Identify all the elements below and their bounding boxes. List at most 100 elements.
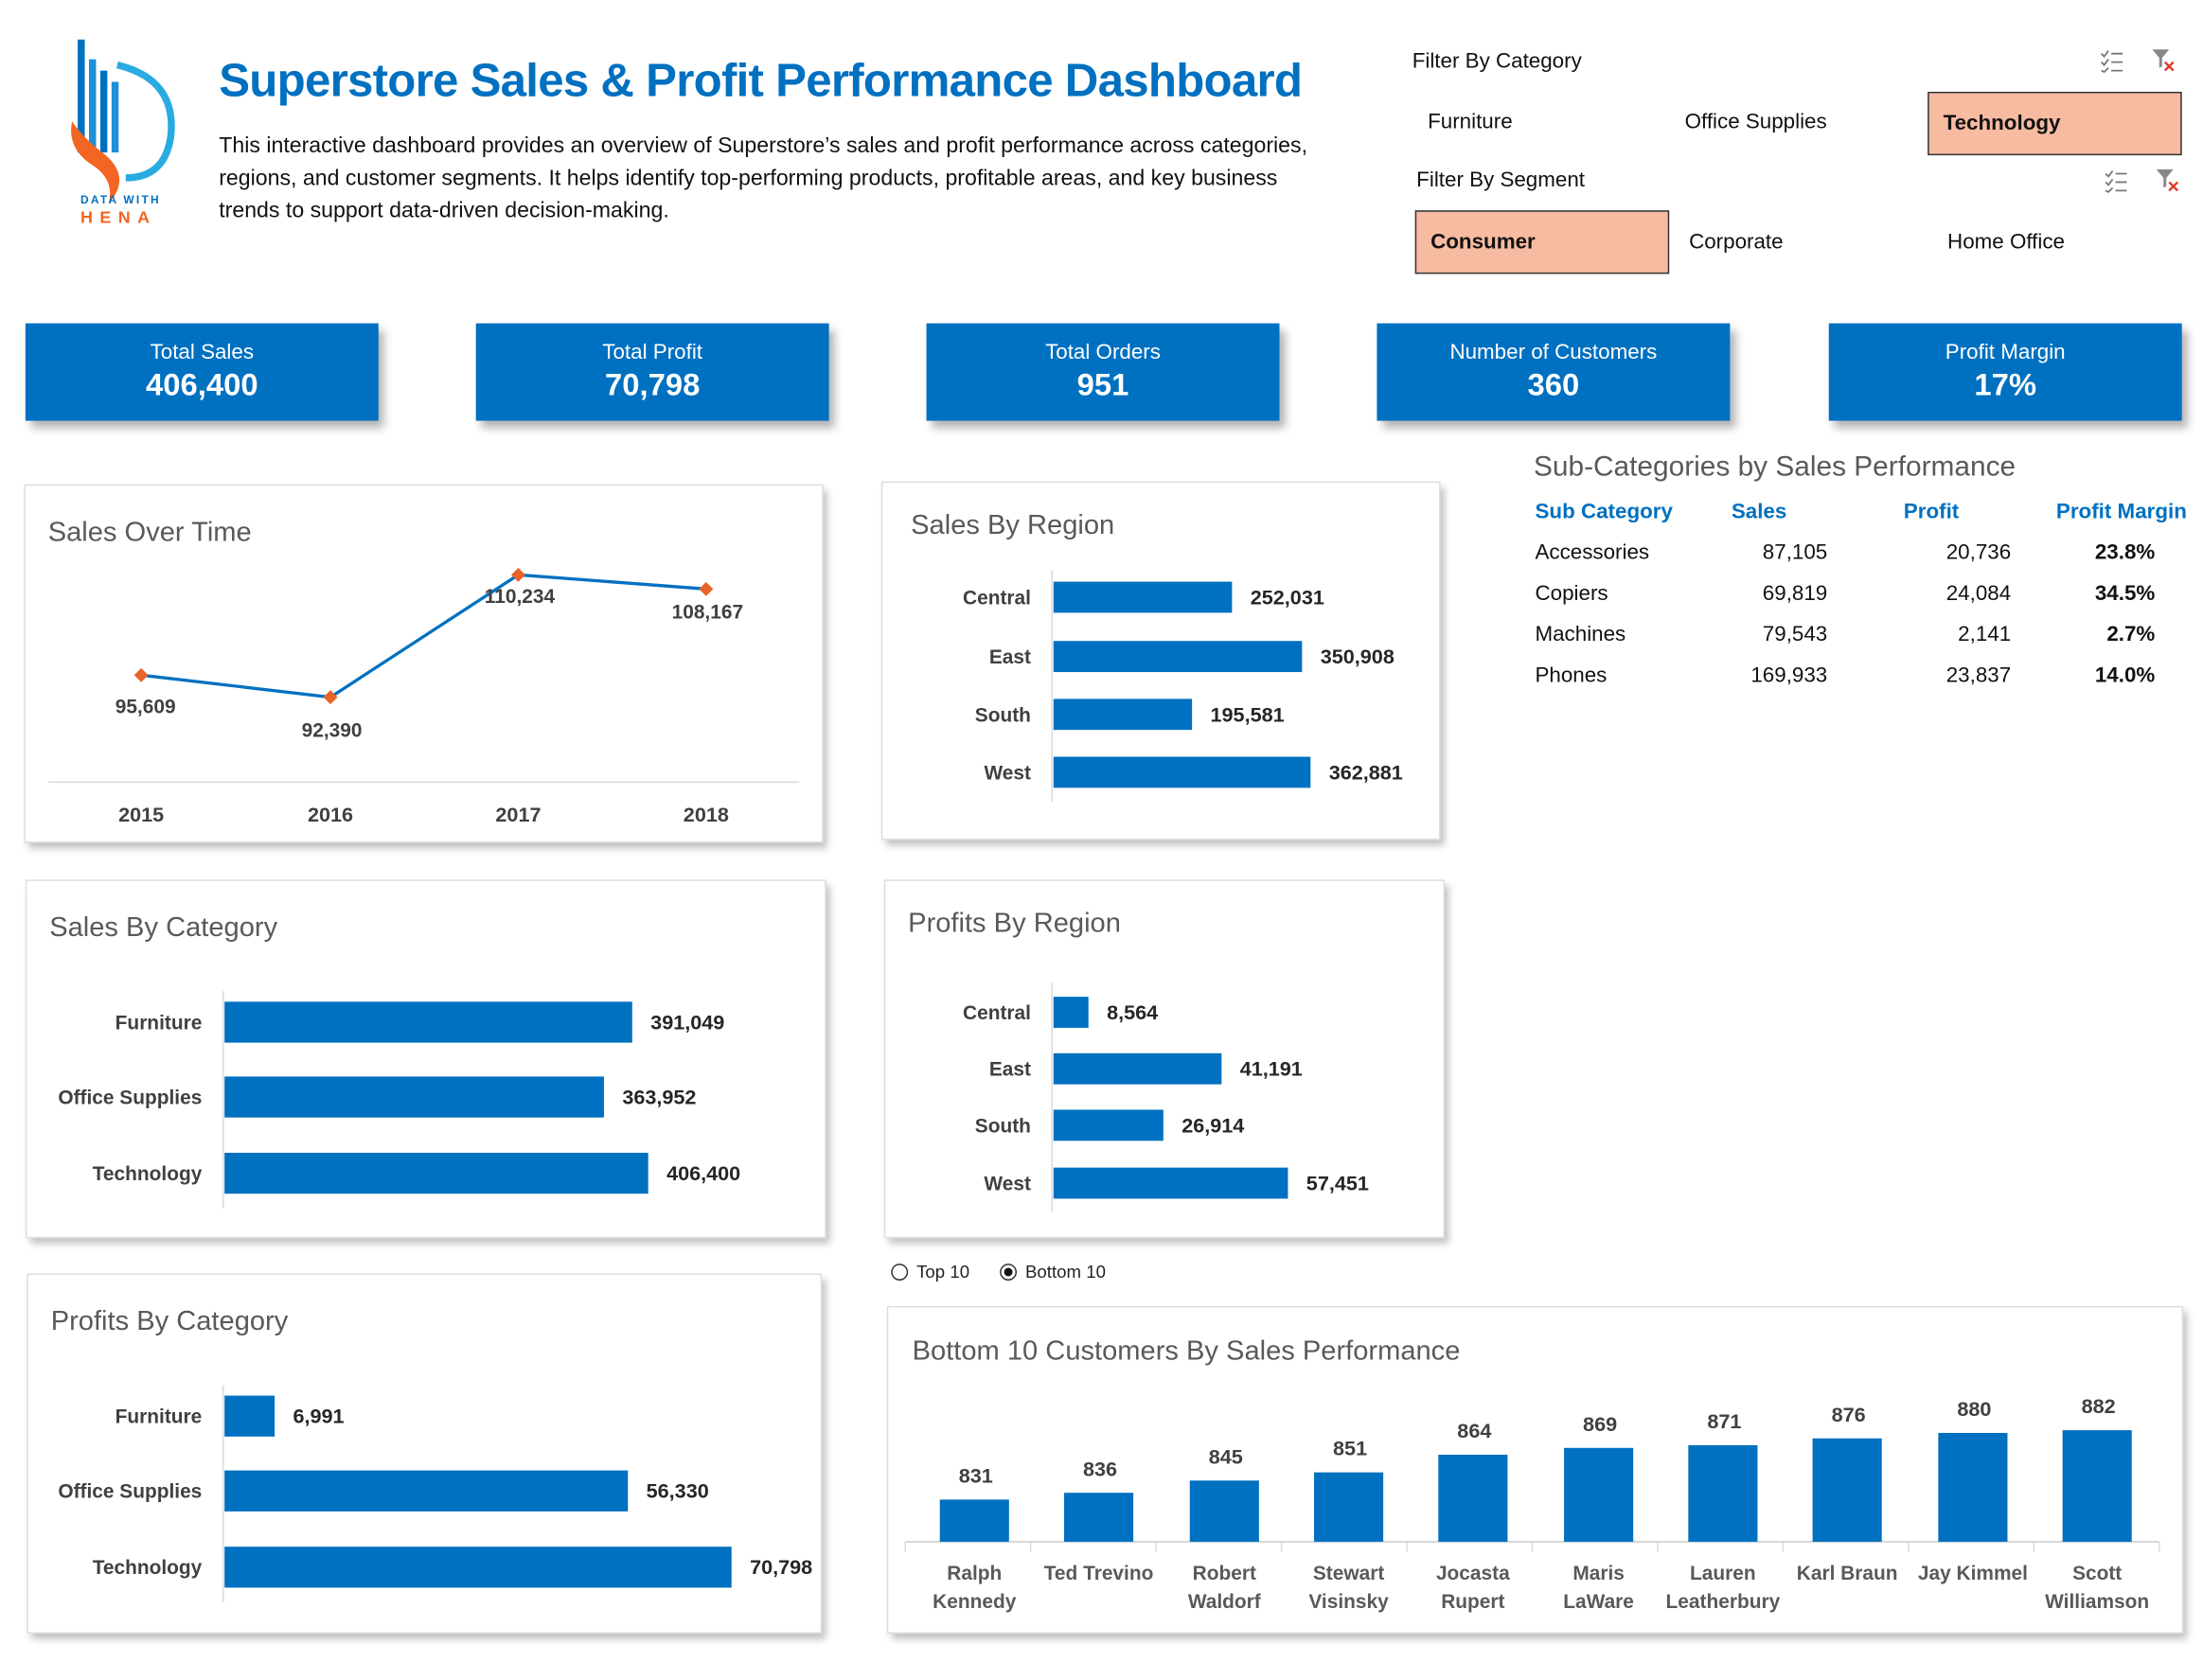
x-tick-label: Williamson [2045,1591,2149,1613]
bar [1053,997,1089,1028]
x-tick-label: Waldorf [1188,1591,1261,1613]
bar [1812,1438,1882,1542]
table-cell-profit: 20,736 [1945,540,2012,565]
data-label: 8,564 [1107,1000,1158,1024]
bar [1053,1109,1164,1141]
column-header-profit: Profit [1903,500,1960,524]
data-label: 350,908 [1321,645,1395,668]
x-tick-label: Maris [1572,1563,1625,1584]
svg-text:HENA: HENA [80,208,157,227]
filter-office-supplies[interactable]: Office Supplies [1684,110,1827,134]
x-tick-label: Leatherbury [1666,1591,1781,1613]
y-tick-label: Office Supplies [58,1481,202,1503]
sales-over-time-chart: 95,609 2015 92,390 2016 110,234 2017 108,167 20… [24,484,824,843]
kpi-total-orders: Total Orders 951 [926,323,1280,421]
bar [1564,1447,1634,1542]
bar [1053,699,1193,731]
y-tick-label: Technology [93,1557,203,1579]
data-label: 363,952 [622,1086,696,1109]
table-cell-sales: 87,105 [1762,540,1828,565]
x-tick-label: Stewart [1313,1563,1384,1584]
data-label: 882 [2082,1394,2116,1418]
logo-icon: DATA WITH HENA [71,39,175,227]
sales-by-category-chart: Furniture 391,049 Office Supplies 363,952 Te… [25,879,826,1239]
bar [1189,1480,1259,1542]
bar [1314,1472,1384,1542]
data-label: 70,798 [750,1555,812,1579]
x-tick-label: 2015 [118,803,164,826]
y-tick-label: South [975,704,1031,726]
table-cell-sub-category: Accessories [1535,540,1650,565]
multi-select-icon[interactable] [2099,48,2124,74]
kpi-label: Total Profit [602,340,703,364]
bar [1053,1167,1288,1199]
page-title: Superstore Sales & Profit Performance Da… [219,53,1303,106]
data-label: 110,234 [485,586,556,608]
table-cell-profit: 2,141 [1958,622,2012,647]
x-tick-label: Kennedy [933,1591,1017,1613]
filter-corporate[interactable]: Corporate [1689,230,1784,255]
filter-consumer[interactable]: Consumer [1414,210,1670,274]
data-point-marker [133,667,149,682]
kpi-value: 951 [1076,366,1129,403]
table-cell-profit: 23,837 [1945,663,2012,688]
chart-title: Profits By Region [908,908,1121,939]
multi-select-icon[interactable] [2103,168,2128,194]
data-label: 108,167 [672,602,743,624]
data-label: 252,031 [1251,585,1324,609]
data-label: 391,049 [650,1010,724,1034]
data-label: 836 [1083,1457,1117,1480]
bar [224,1547,732,1588]
subcategory-table-title: Sub-Categories by Sales Performance [1533,451,2016,484]
data-label: 362,881 [1329,760,1403,784]
y-tick-label: Central [963,587,1031,609]
x-tick-label: 2016 [308,803,353,826]
data-label: 6,991 [293,1405,344,1428]
filter-technology[interactable]: Technology [1928,91,2182,156]
kpi-total-profit: Total Profit 70,798 [475,323,829,421]
chart-title: Sales By Region [911,509,1115,541]
kpi-label: Total Orders [1045,340,1161,364]
data-label: 864 [1457,1419,1491,1442]
kpi-value: 360 [1527,366,1580,403]
table-cell-profit-margin: 14.0% [2094,663,2156,688]
x-tick-label: Jocasta [1436,1563,1510,1584]
table-cell-sub-category: Machines [1535,622,1626,647]
data-label: 831 [959,1463,993,1487]
x-tick-label: Ralph [947,1563,1002,1584]
y-tick-label: South [975,1115,1031,1137]
x-tick-label: LaWare [1563,1591,1634,1613]
y-tick-label: Furniture [115,1406,203,1428]
data-point-marker [699,581,714,596]
data-label: 876 [1832,1403,1866,1426]
x-tick-label: Rupert [1441,1591,1504,1613]
data-label: 195,581 [1211,702,1285,726]
radio-button-selected-icon[interactable] [1000,1264,1018,1281]
column-header-sub-category: Sub Category [1535,500,1673,524]
chart-title: Bottom 10 Customers By Sales Performance [912,1335,1461,1367]
x-tick-label: Jay Kimmel [1918,1563,2028,1584]
kpi-label: Number of Customers [1449,340,1658,364]
radio-label: Bottom 10 [1024,1262,1106,1282]
svg-text:DATA WITH: DATA WITH [80,193,161,206]
series-line [140,573,706,699]
y-tick-label: Technology [93,1163,203,1185]
filter-home-office[interactable]: Home Office [1947,230,2066,255]
clear-filter-icon[interactable] [2155,168,2180,194]
y-tick-label: West [984,762,1031,784]
filter-furniture[interactable]: Furniture [1428,110,1513,134]
data-label: 41,191 [1240,1057,1303,1081]
clear-filter-icon[interactable] [2151,48,2176,74]
radio-top-10[interactable]: Top 10 [891,1263,969,1282]
profits-by-category-chart: Furniture 6,991 Office Supplies 56,330 Techn… [27,1273,823,1634]
data-label: 26,914 [1181,1113,1244,1137]
kpi-profit-margin: Profit Margin 17% [1828,323,2182,421]
profits-by-region-chart: Central 8,564 East 41,191 South 26,914 West 57,… [883,879,1446,1239]
bottom-customers-chart: 831 Ralph Kennedy 836 Ted Trevino 845 Robert Wa… [886,1305,2184,1634]
bar [224,1470,629,1512]
y-tick-label: East [989,646,1031,668]
radio-bottom-10[interactable]: Bottom 10 [1000,1263,1106,1282]
x-tick-label: Scott [2072,1563,2122,1584]
radio-button-icon[interactable] [891,1264,909,1281]
